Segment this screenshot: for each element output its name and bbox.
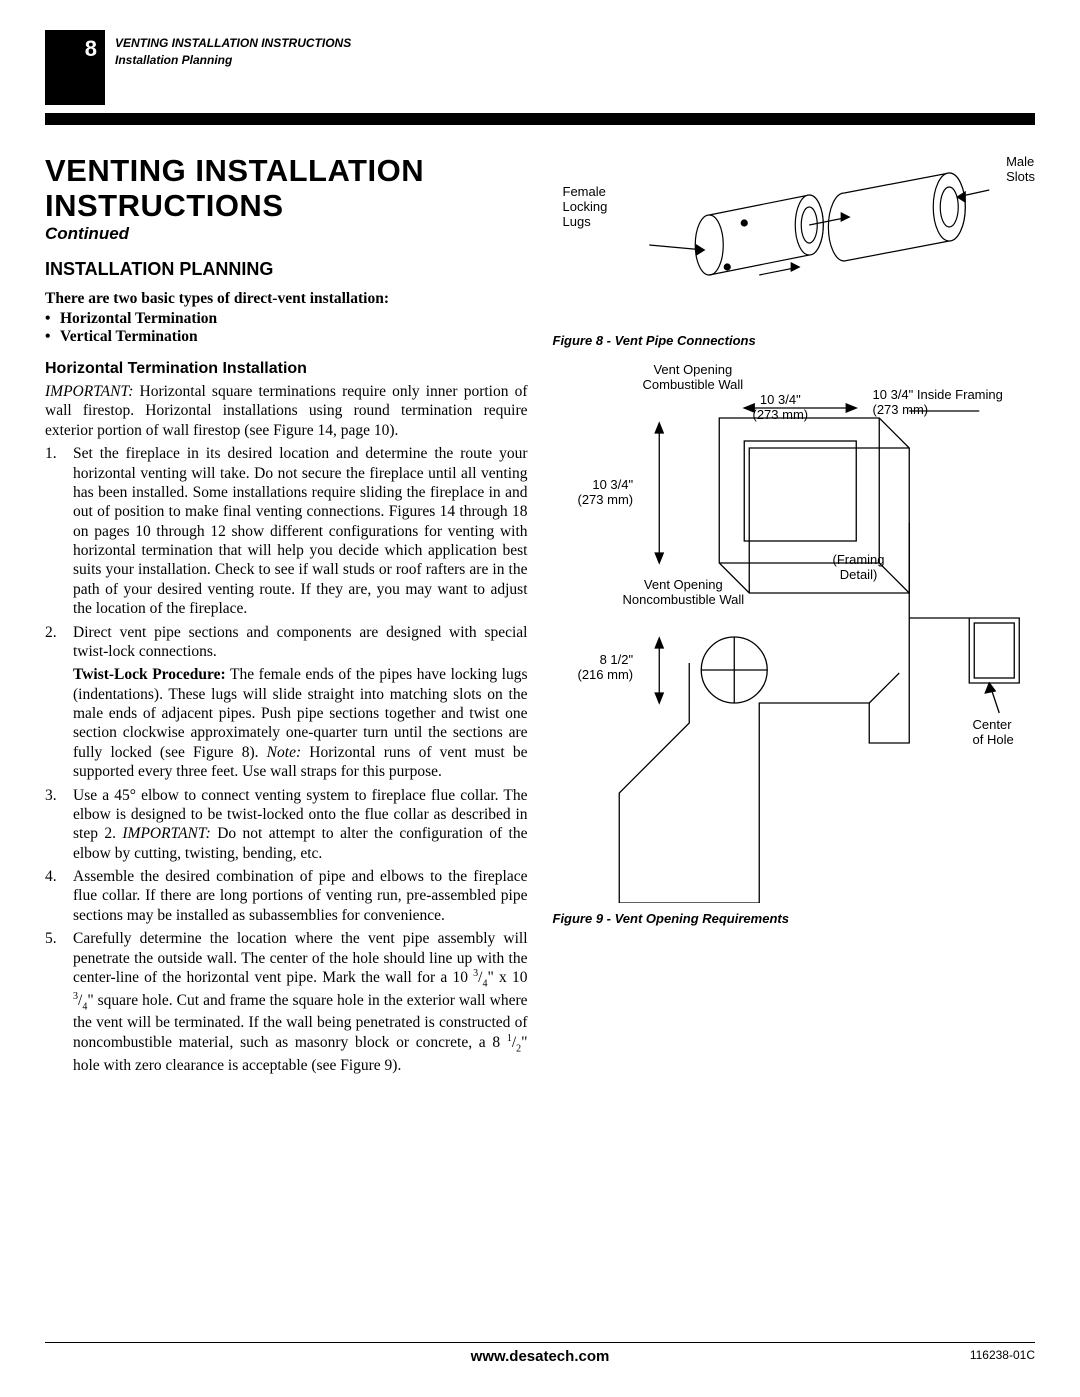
step-number: 5.	[45, 929, 57, 948]
step-item: 3. Use a 45° elbow to connect venting sy…	[45, 786, 528, 864]
header-text: VENTING INSTALLATION INSTRUCTIONS Instal…	[105, 30, 351, 69]
fig9-label-vent-comb: Vent Opening Combustible Wall	[643, 363, 744, 393]
step-text-c: " square hole. Cut and frame the square …	[73, 992, 528, 1051]
intro-line: There are two basic types of direct-vent…	[45, 290, 528, 308]
fig9-label-framing: (Framing Detail)	[833, 553, 885, 583]
twist-lock-label: Twist-Lock Procedure:	[73, 666, 226, 683]
step-number: 3.	[45, 786, 57, 805]
vent-pipe-svg	[553, 155, 1036, 325]
step-number: 2.	[45, 623, 57, 642]
step-text: Set the fireplace in its desired locatio…	[73, 445, 528, 617]
right-column: Female Locking Lugs Male Slots Figure 8 …	[553, 155, 1036, 1079]
figure-8-caption: Figure 8 - Vent Pipe Connections	[553, 333, 1036, 348]
note-label: Note:	[267, 744, 301, 761]
page-footer: www.desatech.com 116238-01C	[45, 1342, 1035, 1362]
important-label: IMPORTANT:	[45, 383, 133, 400]
fig8-label-male: Male Slots	[1006, 155, 1035, 185]
important-inline-label: IMPORTANT:	[122, 825, 210, 842]
step-number: 1.	[45, 444, 57, 463]
step-sub: Twist-Lock Procedure: The female ends of…	[73, 665, 528, 781]
figure-9-caption: Figure 9 - Vent Opening Requirements	[553, 911, 1036, 926]
subsection-heading: Horizontal Termination Installation	[45, 360, 528, 378]
figure-8: Female Locking Lugs Male Slots	[553, 155, 1036, 325]
bullet-item: Horizontal Termination	[45, 310, 528, 328]
step-text: Direct vent pipe sections and components…	[73, 624, 528, 660]
step-text-b: " x 10	[487, 969, 527, 986]
header-rule	[45, 113, 1035, 125]
main-heading-line2: INSTRUCTIONS	[45, 190, 528, 223]
header-subtitle: Installation Planning	[115, 52, 351, 69]
page: 8 VENTING INSTALLATION INSTRUCTIONS Inst…	[0, 0, 1080, 1119]
step-number: 4.	[45, 867, 57, 886]
important-paragraph: IMPORTANT: Horizontal square termination…	[45, 382, 528, 440]
fig9-label-dim-c: 10 3/4" (273 mm)	[578, 478, 634, 508]
page-number-box: 8	[45, 30, 105, 105]
header-title: VENTING INSTALLATION INSTRUCTIONS	[115, 35, 351, 52]
page-header: 8 VENTING INSTALLATION INSTRUCTIONS Inst…	[45, 30, 1035, 105]
step-item: 4. Assemble the desired combination of p…	[45, 867, 528, 925]
main-heading-line1: VENTING INSTALLATION	[45, 155, 528, 188]
continued-label: Continued	[45, 224, 528, 244]
bullet-item: Vertical Termination	[45, 328, 528, 346]
footer-url: www.desatech.com	[45, 1348, 1035, 1365]
step-text: Assemble the desired combination of pipe…	[73, 868, 528, 924]
left-column: VENTING INSTALLATION INSTRUCTIONS Contin…	[45, 155, 528, 1079]
step-list: 1. Set the fireplace in its desired loca…	[45, 444, 528, 1075]
fig9-label-dim-b: 10 3/4" Inside Framing (273 mm)	[873, 388, 1003, 418]
bullet-list: Horizontal Termination Vertical Terminat…	[45, 310, 528, 346]
step-text-a: Carefully determine the location where t…	[73, 930, 528, 986]
fig9-label-vent-noncomb: Vent Opening Noncombustible Wall	[623, 578, 745, 608]
fig9-label-dim-d: 8 1/2" (216 mm)	[578, 653, 634, 683]
step-item: 5. Carefully determine the location wher…	[45, 929, 528, 1075]
page-number: 8	[85, 36, 97, 62]
step-item: 2. Direct vent pipe sections and compone…	[45, 623, 528, 782]
fig8-label-female: Female Locking Lugs	[563, 185, 608, 230]
step-item: 1. Set the fireplace in its desired loca…	[45, 444, 528, 618]
section-heading: INSTALLATION PLANNING	[45, 259, 528, 280]
content-columns: VENTING INSTALLATION INSTRUCTIONS Contin…	[45, 155, 1035, 1079]
vent-opening-svg	[553, 363, 1036, 903]
fig9-label-dim-a: 10 3/4" (273 mm)	[753, 393, 809, 423]
figure-9: Vent Opening Combustible Wall 10 3/4" (2…	[553, 363, 1036, 903]
fig9-label-center: Center of Hole	[973, 718, 1014, 748]
